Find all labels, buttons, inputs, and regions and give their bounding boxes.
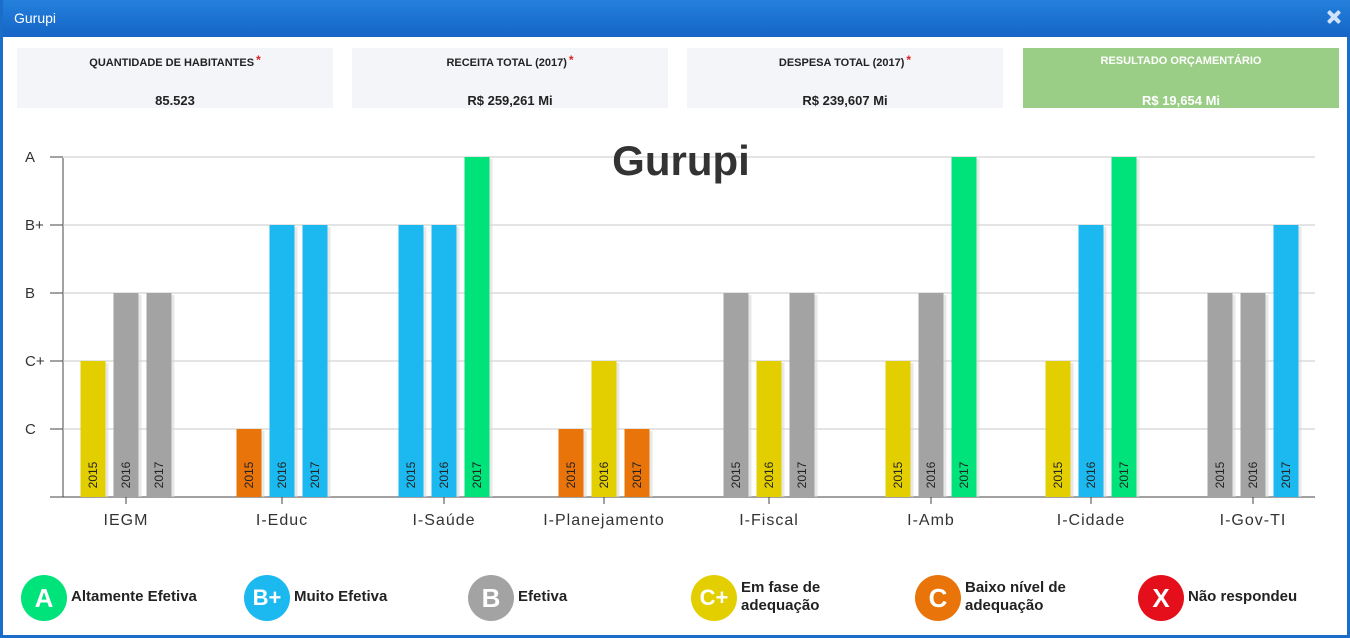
card-budget-result-label: RESULTADO ORÇAMENTÁRIO bbox=[1100, 55, 1262, 67]
chart-title: Gurupi bbox=[612, 137, 750, 184]
required-marker: * bbox=[256, 53, 261, 67]
bar-year-label: 2015 bbox=[86, 461, 100, 488]
bar-year-label: 2017 bbox=[795, 461, 809, 488]
chart-bars: 2015 2016 2017 2015 2016 2017 2015 2016 2017 2015… bbox=[80, 157, 1302, 497]
legend-label: Não respondeu bbox=[1188, 588, 1298, 605]
bar-year-label: 2015 bbox=[404, 461, 418, 488]
bar-I-Fiscal-2016[interactable] bbox=[756, 361, 782, 497]
bar-year-label: 2016 bbox=[1246, 461, 1260, 488]
bar-I-Cidade-2017[interactable] bbox=[1111, 157, 1137, 497]
bar-year-label: 2015 bbox=[1213, 461, 1227, 488]
bar-I-Planejamento-2017[interactable] bbox=[624, 429, 650, 497]
card-revenue: RECEITA TOTAL (2017) * R$ 259,261 Mi bbox=[352, 48, 668, 108]
bar-year-label: 2015 bbox=[564, 461, 578, 488]
grade-B-icon: B bbox=[468, 575, 514, 621]
grade-X-icon: X bbox=[1138, 575, 1184, 621]
bar-year-label: 2016 bbox=[119, 461, 133, 488]
bar-year-label: 2017 bbox=[1279, 461, 1293, 488]
bar-year-label: 2016 bbox=[275, 461, 289, 488]
bar-year-label: 2017 bbox=[630, 461, 644, 488]
legend-label: Altamente Efetiva bbox=[71, 588, 197, 605]
bar-I-Fiscal-2017[interactable] bbox=[789, 293, 815, 497]
card-budget-result-value: R$ 19,654 Mi bbox=[1141, 93, 1221, 108]
x-tick-label: I-Saúde bbox=[412, 512, 475, 529]
close-icon[interactable] bbox=[1325, 8, 1343, 26]
grade-B+-icon: B+ bbox=[244, 575, 290, 621]
card-revenue-value: R$ 259,261 Mi bbox=[467, 93, 553, 108]
bar-year-label: 2017 bbox=[1117, 461, 1131, 488]
x-tick-label: I-Gov-TI bbox=[1220, 512, 1287, 529]
bar-year-label: 2017 bbox=[308, 461, 322, 488]
legend-label: Muito Efetiva bbox=[294, 588, 388, 605]
bar-I-Saúde-2015[interactable] bbox=[398, 225, 424, 497]
bar-I-Cidade-2016[interactable] bbox=[1078, 225, 1104, 497]
required-marker: * bbox=[568, 53, 574, 67]
x-tick-label: IEGM bbox=[104, 512, 149, 529]
bar-I-Gov-TI-2015[interactable] bbox=[1207, 293, 1233, 497]
card-revenue-label: RECEITA TOTAL (2017) bbox=[446, 57, 567, 69]
x-tick-label: I-Cidade bbox=[1057, 512, 1125, 529]
bar-year-label: 2016 bbox=[1084, 461, 1098, 488]
bar-year-label: 2015 bbox=[891, 461, 905, 488]
bar-year-label: 2017 bbox=[470, 461, 484, 488]
y-tick-label: B+ bbox=[25, 217, 44, 234]
card-expense: DESPESA TOTAL (2017) * R$ 239,607 Mi bbox=[687, 48, 1003, 108]
bar-I-Planejamento-2016[interactable] bbox=[591, 361, 617, 497]
card-expense-value: R$ 239,607 Mi bbox=[802, 93, 888, 108]
y-tick-label: B bbox=[25, 285, 35, 302]
y-tick-label: C+ bbox=[25, 353, 45, 370]
card-budget-result: RESULTADO ORÇAMENTÁRIO R$ 19,654 Mi bbox=[1023, 48, 1339, 108]
card-population-label: QUANTIDADE DE HABITANTES bbox=[89, 57, 255, 69]
bar-year-label: 2015 bbox=[242, 461, 256, 488]
bar-I-Saúde-2017[interactable] bbox=[464, 157, 490, 497]
legend-label: Efetiva bbox=[518, 588, 568, 605]
bar-year-label: 2015 bbox=[729, 461, 743, 488]
bar-I-Amb-2016[interactable] bbox=[918, 293, 944, 497]
card-population: QUANTIDADE DE HABITANTES * 85.523 bbox=[17, 48, 333, 108]
x-tick-label: I-Fiscal bbox=[739, 512, 799, 529]
x-tick-label: I-Planejamento bbox=[543, 512, 665, 529]
grade-C-icon: C bbox=[915, 575, 961, 621]
bar-I-Amb-2017[interactable] bbox=[951, 157, 977, 497]
bar-year-label: 2015 bbox=[1051, 461, 1065, 488]
iegm-bar-chart: C C+ B B+ A 2015 2016 2017 2015 2016 2017 2015 2016… bbox=[25, 137, 1315, 529]
bar-year-label: 2016 bbox=[762, 461, 776, 488]
bar-I-Cidade-2015[interactable] bbox=[1045, 361, 1071, 497]
grade-C+-icon: C+ bbox=[691, 575, 737, 621]
card-population-value: 85.523 bbox=[155, 93, 195, 108]
card-expense-label: DESPESA TOTAL (2017) bbox=[778, 57, 905, 69]
bar-IEGM-2015[interactable] bbox=[80, 361, 106, 497]
title-bar: Gurupi bbox=[3, 0, 1350, 37]
window-title: Gurupi bbox=[14, 10, 57, 26]
bar-I-Educ-2015[interactable] bbox=[236, 429, 262, 497]
legend-label: Em fase de adequação bbox=[741, 579, 821, 614]
bar-I-Educ-2017[interactable] bbox=[302, 225, 328, 497]
bar-I-Fiscal-2015[interactable] bbox=[723, 293, 749, 497]
x-tick-label: I-Amb bbox=[907, 512, 955, 529]
bar-I-Gov-TI-2017[interactable] bbox=[1273, 225, 1299, 497]
bar-IEGM-2016[interactable] bbox=[113, 293, 139, 497]
bar-I-Educ-2016[interactable] bbox=[269, 225, 295, 497]
bar-year-label: 2016 bbox=[437, 461, 451, 488]
y-tick-label: C bbox=[25, 421, 36, 438]
bar-I-Amb-2015[interactable] bbox=[885, 361, 911, 497]
bar-I-Saúde-2016[interactable] bbox=[431, 225, 457, 497]
bar-year-label: 2016 bbox=[597, 461, 611, 488]
bar-IEGM-2017[interactable] bbox=[146, 293, 172, 497]
x-tick-label: I-Educ bbox=[256, 512, 308, 529]
chart-x-labels: IEGM I-Educ I-Saúde I-Planejamento I-Fiscal I… bbox=[104, 497, 1287, 529]
bar-year-label: 2017 bbox=[152, 461, 166, 488]
grade-A-icon: A bbox=[21, 575, 67, 621]
bar-year-label: 2016 bbox=[924, 461, 938, 488]
bar-I-Gov-TI-2016[interactable] bbox=[1240, 293, 1266, 497]
bar-I-Planejamento-2015[interactable] bbox=[558, 429, 584, 497]
required-marker: * bbox=[906, 53, 912, 67]
legend-label: Baixo nível de adequação bbox=[965, 579, 1066, 614]
bar-year-label: 2017 bbox=[957, 461, 971, 488]
y-tick-label: A bbox=[25, 149, 35, 166]
